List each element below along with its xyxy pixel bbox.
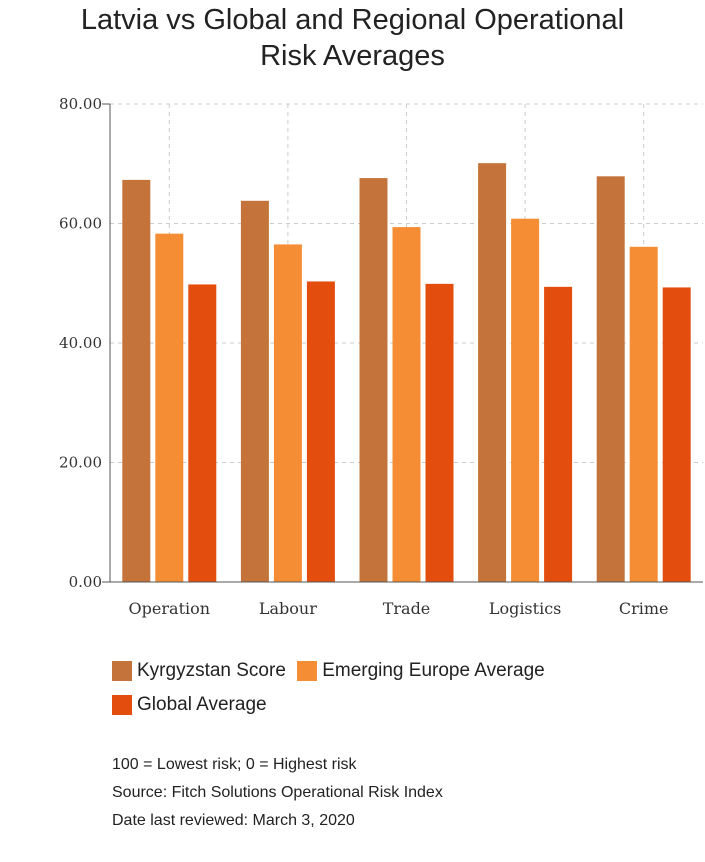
bar-global-average-operation: [188, 284, 217, 582]
bar-emerging-europe-average-labour: [273, 244, 302, 582]
legend-item-global-average[interactable]: Global Average: [112, 692, 267, 718]
y-tick-label: 60.00: [59, 215, 102, 233]
legend-swatch-emerging-europe-average: [297, 661, 318, 681]
x-tick-label: Operation: [129, 599, 211, 618]
legend-swatch-global-average: [112, 695, 132, 715]
x-tick-label: Trade: [383, 599, 431, 618]
legend-label-emerging-europe-average: Emerging Europe Average: [322, 660, 545, 681]
x-tick-label: Labour: [259, 599, 317, 618]
y-tick-label: 40.00: [59, 334, 102, 352]
bar-kyrgyzstan-score-crime: [596, 176, 625, 583]
x-tick-label: Logistics: [489, 599, 562, 618]
bar-emerging-europe-average-crime: [629, 246, 658, 583]
legend-item-emerging-europe-average[interactable]: Emerging Europe Average: [297, 658, 545, 684]
bar-emerging-europe-average-operation: [155, 233, 184, 582]
y-tick-label: 80.00: [59, 95, 102, 113]
bar-kyrgyzstan-score-operation: [122, 179, 151, 582]
bar-emerging-europe-average-trade: [392, 227, 421, 582]
bar-global-average-logistics: [544, 286, 573, 582]
risk-scale-note: 100 = Lowest risk; 0 = Highest risk: [112, 756, 357, 773]
bar-chart: 0.00 20.00 40.00 60.00 80.00 Operation Labour T…: [59, 95, 703, 618]
chart-notes: 100 = Lowest risk; 0 = Highest risk Sour…: [112, 751, 443, 835]
legend-item-kyrgyzstan-score[interactable]: Kyrgyzstan Score: [112, 658, 286, 684]
chart-title: Latvia vs Global and Regional Operationa…: [0, 2, 705, 74]
y-tick-label: 0.00: [69, 573, 102, 591]
bar-kyrgyzstan-score-logistics: [478, 163, 507, 582]
bar-global-average-crime: [662, 287, 691, 582]
legend-swatch-kyrgyzstan-score: [112, 661, 132, 681]
source-note: Source: Fitch Solutions Operational Risk…: [112, 784, 443, 801]
bar-kyrgyzstan-score-trade: [359, 178, 388, 582]
bar-emerging-europe-average-logistics: [511, 218, 540, 582]
bar-kyrgyzstan-score-labour: [240, 200, 269, 583]
x-tick-label: Crime: [619, 599, 669, 618]
legend-label-kyrgyzstan-score: Kyrgyzstan Score: [137, 660, 286, 681]
bar-global-average-trade: [425, 283, 454, 582]
chart-title-line-1: Latvia vs Global and Regional Operationa…: [80, 4, 625, 36]
legend-label-global-average: Global Average: [137, 694, 267, 715]
date-reviewed-note: Date last reviewed: March 3, 2020: [112, 812, 355, 829]
bar-global-average-labour: [306, 281, 335, 582]
y-tick-label: 20.00: [59, 454, 102, 472]
chart-title-line-2: Risk Averages: [260, 40, 445, 72]
chart-legend: Kyrgyzstan Score Emerging Europe Average…: [112, 658, 672, 726]
